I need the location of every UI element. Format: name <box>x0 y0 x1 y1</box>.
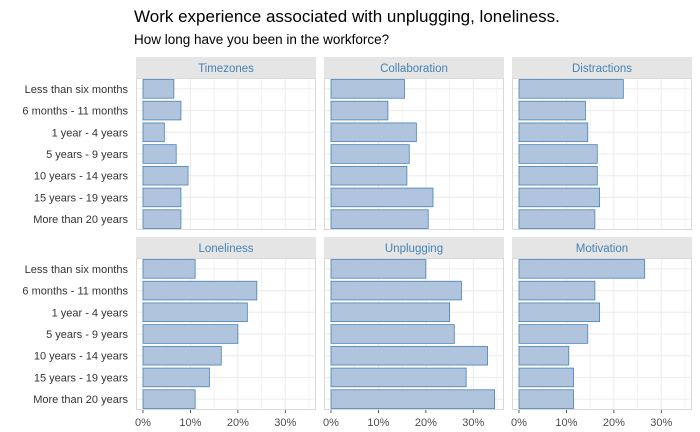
bar <box>518 144 598 164</box>
bar <box>518 345 570 366</box>
bar <box>518 367 574 388</box>
x-tick-label: 20% <box>415 417 437 429</box>
category-label: Less than six months <box>25 264 129 276</box>
category-label: More than 20 years <box>33 214 128 226</box>
bar <box>330 259 427 279</box>
facet-strip-label: Timezones <box>198 63 254 75</box>
x-tick-label: 20% <box>603 417 625 429</box>
bar <box>330 302 450 323</box>
bar <box>142 302 248 323</box>
category-label: 1 year - 4 years <box>52 127 129 139</box>
bar <box>330 345 488 366</box>
bar <box>330 165 408 186</box>
bar <box>518 165 598 186</box>
category-label: 5 years - 9 years <box>46 149 128 161</box>
facet-strip <box>136 57 316 78</box>
facet-strip <box>512 237 692 258</box>
chart-subtitle: How long have you been in the workforce? <box>134 32 390 47</box>
bar <box>142 122 165 143</box>
panel-border <box>136 78 316 230</box>
facet-panel-loneliness: Loneliness Less than six months 6 months -… <box>22 237 316 429</box>
x-tick-label: 20% <box>227 417 249 429</box>
bar <box>518 389 574 409</box>
bar <box>518 280 596 301</box>
bar <box>518 259 646 279</box>
x-tick-label: 0% <box>511 417 527 429</box>
x-tick-label: 0% <box>135 417 151 429</box>
panel-border <box>512 78 692 230</box>
x-tick-label: 30% <box>650 417 672 429</box>
bar <box>142 367 210 388</box>
bar <box>518 324 589 344</box>
facet-panel-unplugging: Unplugging 0% 10% 20% 30% <box>323 237 504 429</box>
bar <box>518 79 624 99</box>
facet-strip <box>324 57 504 78</box>
bar <box>142 280 258 301</box>
bar <box>330 324 455 344</box>
bar <box>142 144 177 164</box>
bar <box>330 144 410 164</box>
bar <box>142 259 196 279</box>
bar <box>142 389 196 409</box>
panel-border <box>324 78 504 230</box>
facet-panel-motivation: Motivation 0% 10% 20% 30% <box>511 237 692 429</box>
x-tick-label: 10% <box>179 417 201 429</box>
category-label: 5 years - 9 years <box>46 329 128 341</box>
bar <box>518 100 586 121</box>
bar <box>142 209 182 229</box>
facet-strip <box>136 237 316 258</box>
category-label: 10 years - 14 years <box>34 351 129 363</box>
facet-panel-timezones: Timezones Less than six months 6 months - … <box>22 57 316 230</box>
bar <box>330 209 429 229</box>
x-tick-label: 10% <box>555 417 577 429</box>
category-label: 6 months - 11 months <box>22 286 128 298</box>
facet-strip <box>512 57 692 78</box>
category-label: 15 years - 19 years <box>34 192 129 204</box>
facet-strip-label: Unplugging <box>385 243 443 255</box>
bar <box>142 345 222 366</box>
bar <box>142 324 239 344</box>
category-label: 1 year - 4 years <box>52 307 129 319</box>
bar <box>142 100 182 121</box>
facet-strip-label: Distractions <box>572 63 632 75</box>
bar <box>330 79 405 99</box>
facet-strip <box>324 237 504 258</box>
facet-strip-label: Collaboration <box>380 63 448 75</box>
facet-panel-distractions: Distractions <box>512 57 692 230</box>
bar <box>142 187 182 208</box>
bar <box>142 165 189 186</box>
bar <box>330 367 467 388</box>
category-label: Less than six months <box>25 84 129 96</box>
bar <box>142 79 175 99</box>
x-tick-label: 0% <box>323 417 339 429</box>
x-tick-label: 30% <box>462 417 484 429</box>
panel-border <box>324 258 504 410</box>
facet-strip-label: Loneliness <box>199 243 254 255</box>
bar <box>518 187 601 208</box>
facet-panel-collaboration: Collaboration <box>324 57 504 230</box>
bar <box>330 389 496 409</box>
bar <box>518 302 601 323</box>
chart-title: Work experience associated with unpluggi… <box>134 7 560 26</box>
x-tick-label: 10% <box>367 417 389 429</box>
bar <box>330 100 389 121</box>
bar <box>330 122 417 143</box>
bar <box>330 280 462 301</box>
bar <box>518 122 589 143</box>
panel-border <box>512 258 692 410</box>
bar <box>518 209 596 229</box>
category-label: 10 years - 14 years <box>34 171 129 183</box>
bar <box>330 187 434 208</box>
panel-border <box>136 258 316 410</box>
category-label: 6 months - 11 months <box>22 106 128 118</box>
facet-strip-label: Motivation <box>576 243 628 255</box>
x-tick-label: 30% <box>274 417 296 429</box>
category-label: 15 years - 19 years <box>34 372 129 384</box>
category-label: More than 20 years <box>33 394 128 406</box>
